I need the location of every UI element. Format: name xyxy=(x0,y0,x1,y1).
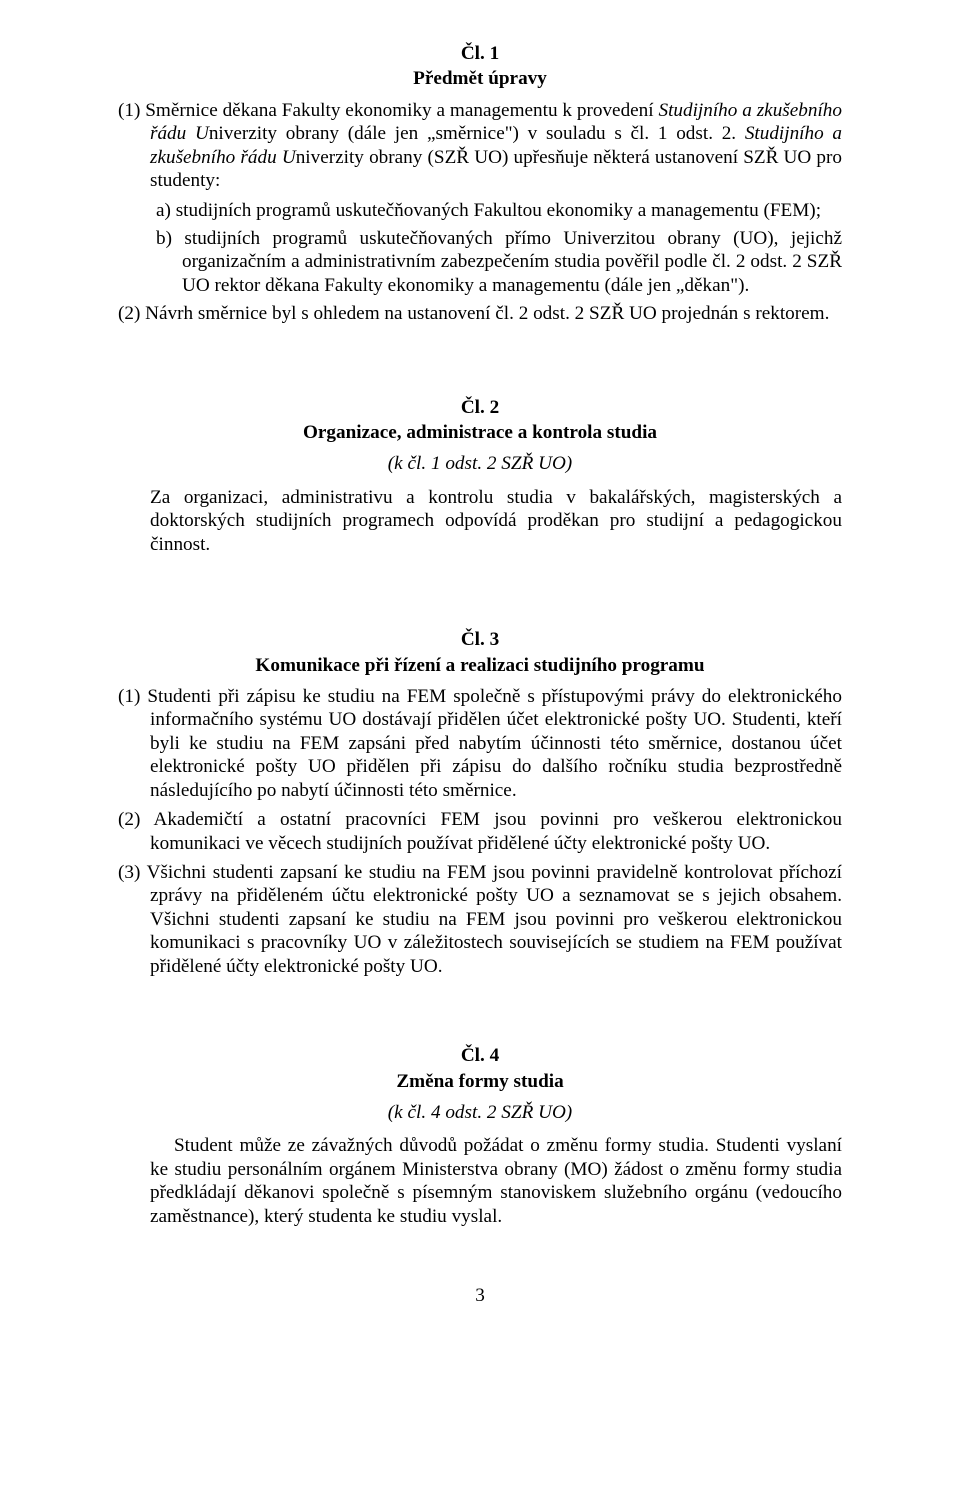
cl1-p1-run1: Směrnice děkana Fakulty ekonomiky a mana… xyxy=(140,100,658,121)
document-page: Čl. 1 Předmět úpravy (1) Směrnice děkana… xyxy=(0,0,960,1509)
cl2-heading: Čl. 2 xyxy=(118,396,842,419)
cl4-para1: Student může ze závažných důvodů požádat… xyxy=(118,1134,842,1228)
cl4-title: Změna formy studia xyxy=(118,1070,842,1093)
cl2-subtitle: (k čl. 1 odst. 2 SZŘ UO) xyxy=(118,452,842,475)
cl3-p2-num: (2) xyxy=(118,809,140,830)
cl3-para2: (2) Akademičtí a ostatní pracovníci FEM … xyxy=(118,808,842,855)
cl4-subtitle: (k čl. 4 odst. 2 SZŘ UO) xyxy=(118,1101,842,1124)
cl1-b-label: b) xyxy=(156,228,172,249)
cl2-title: Organizace, administrace a kontrola stud… xyxy=(118,421,842,444)
cl1-p2-text: Návrh směrnice byl s ohledem na ustanove… xyxy=(140,303,829,324)
cl3-p3-num: (3) xyxy=(118,862,140,883)
cl3-para1: (1) Studenti při zápisu ke studiu na FEM… xyxy=(118,685,842,802)
cl3-p1-num: (1) xyxy=(118,686,140,707)
cl4-heading: Čl. 4 xyxy=(118,1044,842,1067)
page-number: 3 xyxy=(118,1284,842,1307)
cl1-b-text: studijních programů uskutečňovaných přím… xyxy=(172,228,842,296)
cl1-p1-run2: niverzity obrany (dále jen „směrnice") v… xyxy=(209,123,745,144)
cl1-a-label: a) xyxy=(156,200,171,221)
cl1-p2-num: (2) xyxy=(118,303,140,324)
cl3-p1-text: Studenti při zápisu ke studiu na FEM spo… xyxy=(140,686,842,801)
cl2-para1: Za organizaci, administrativu a kontrolu… xyxy=(118,486,842,556)
section-gap xyxy=(118,984,842,1044)
cl1-item-a: a) studijních programů uskutečňovaných F… xyxy=(118,199,842,222)
cl3-p2-text: Akademičtí a ostatní pracovníci FEM jsou… xyxy=(140,809,842,853)
cl1-para1: (1) Směrnice děkana Fakulty ekonomiky a … xyxy=(118,99,842,193)
section-gap xyxy=(118,332,842,396)
section-gap xyxy=(118,564,842,628)
cl1-p1-num: (1) xyxy=(118,100,140,121)
cl3-para3: (3) Všichni studenti zapsaní ke studiu n… xyxy=(118,861,842,978)
cl3-title: Komunikace při řízení a realizaci studij… xyxy=(118,654,842,677)
cl1-para2: (2) Návrh směrnice byl s ohledem na usta… xyxy=(118,302,842,325)
cl3-heading: Čl. 3 xyxy=(118,628,842,651)
cl1-a-text: studijních programů uskutečňovaných Faku… xyxy=(171,200,821,221)
cl1-heading: Čl. 1 xyxy=(118,42,842,65)
cl1-item-b: b) studijních programů uskutečňovaných p… xyxy=(118,227,842,297)
cl1-title: Předmět úpravy xyxy=(118,67,842,90)
cl3-p3-text: Všichni studenti zapsaní ke studiu na FE… xyxy=(140,862,842,977)
